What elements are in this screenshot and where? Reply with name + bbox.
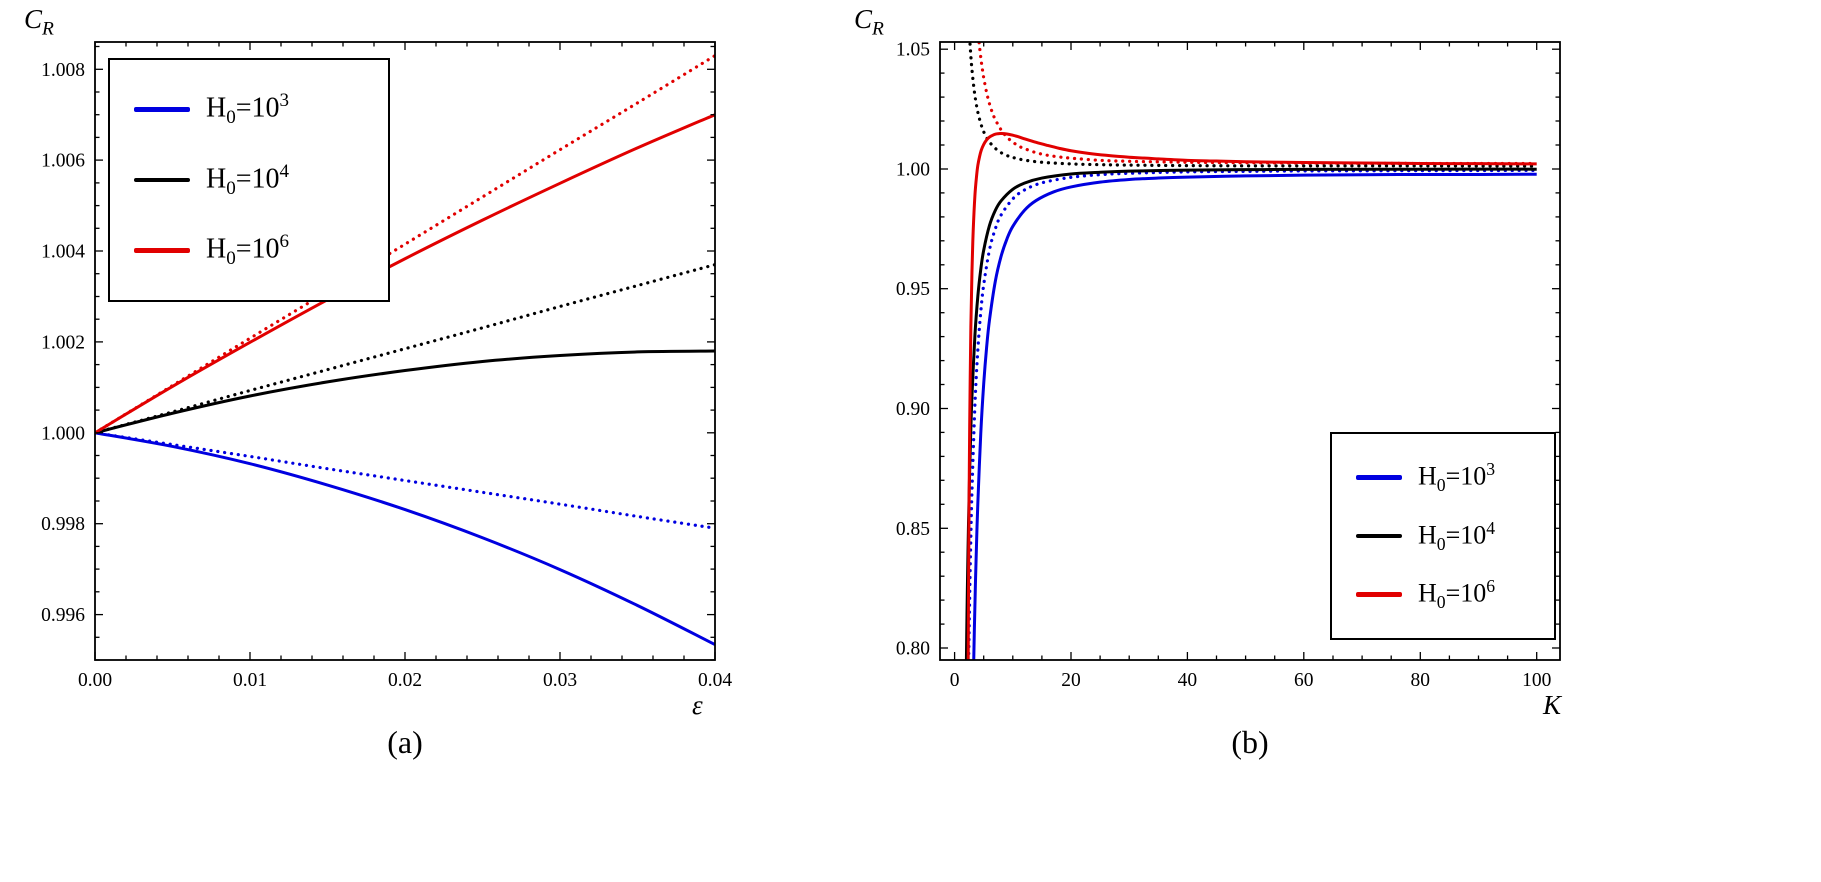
legend-line-swatch-black	[1356, 533, 1402, 539]
legend-item: H0=103	[134, 90, 364, 129]
series-H0=10^6-solid-b	[966, 131, 1537, 660]
y-label-sub: R	[42, 18, 54, 40]
legend-label-sup: 4	[1486, 517, 1496, 538]
tick-label: 0.95	[896, 279, 930, 300]
legend-item: H0=104	[134, 161, 364, 200]
plot-a-caption: (a)	[387, 724, 423, 760]
figure-a: 0.00 0.01 0.02 0.03 0.04 0.996 0.998 1.000 1.002…	[0, 0, 800, 882]
legend-label: H0=103	[1418, 459, 1495, 496]
legend-line-swatch-red	[134, 248, 190, 253]
series-group	[95, 54, 715, 646]
plot-b-legend: H0=103 H0=104 H0=106	[1330, 432, 1556, 640]
tick-label: 1.05	[896, 40, 930, 61]
legend-label-sup: 6	[1486, 576, 1496, 597]
legend-label-pre: H	[1418, 578, 1437, 608]
tick-label: 0.90	[896, 399, 930, 420]
legend-label-sup: 3	[279, 89, 290, 111]
legend-label-sub: 0	[226, 177, 236, 199]
plot-a-y-axis-label: CR	[24, 4, 54, 40]
tick-label: 60	[1294, 670, 1314, 691]
y-label-sub: R	[872, 18, 884, 40]
legend-label-mid: =10	[235, 233, 280, 265]
legend-item: H0=103	[1356, 459, 1530, 496]
tick-label: 0.998	[41, 514, 85, 535]
legend-label: H0=103	[206, 90, 289, 129]
legend-label-sub: 0	[1436, 474, 1446, 495]
tick-label: 0.80	[896, 639, 930, 660]
legend-line-swatch-blue	[134, 107, 190, 112]
legend-label-sup: 3	[1486, 458, 1496, 479]
series-H0=10^6-dotted-b	[977, 42, 1539, 166]
plot-b-x-axis-label: K	[1543, 690, 1562, 720]
series-group	[964, 42, 1539, 660]
tick-label: 0.996	[41, 605, 85, 626]
legend-label-sub: 0	[226, 248, 236, 270]
tick-label: 80	[1411, 670, 1431, 691]
legend-label-mid: =10	[235, 162, 280, 194]
series-H0=10^3-solid-a	[95, 431, 715, 646]
legend-item: H0=106	[134, 231, 364, 270]
legend-label: H0=106	[1418, 576, 1495, 613]
tick-label: 1.004	[41, 242, 85, 263]
legend-label-pre: H	[206, 233, 227, 265]
legend-item: H0=106	[1356, 576, 1530, 613]
legend-label-sub: 0	[1436, 533, 1446, 554]
legend-line-swatch-blue	[1356, 475, 1402, 480]
series-H0=10^3-dotted-a	[95, 431, 715, 530]
tick-marks	[940, 42, 1560, 660]
tick-label: 0.02	[388, 670, 422, 691]
series-H0=10^3-dotted-b	[967, 168, 1539, 660]
y-label-main: C	[854, 4, 873, 34]
plot-b-y-axis-label: CR	[854, 4, 884, 40]
series-H0=10^4-dotted-b	[968, 42, 1539, 168]
y-label-main: C	[24, 4, 43, 34]
legend-label-sup: 6	[279, 231, 290, 253]
legend-label-mid: =10	[235, 92, 280, 124]
series-H0=10^3-solid-b	[972, 172, 1537, 660]
legend-line-swatch-red	[1356, 592, 1402, 597]
legend-label: H0=104	[206, 161, 289, 200]
tick-label: 20	[1061, 670, 1081, 691]
legend-line-swatch-black	[134, 177, 190, 183]
tick-label: 0.00	[78, 670, 112, 691]
tick-label: 0.85	[896, 519, 930, 540]
series-H0=10^6-solid-a	[95, 113, 715, 435]
series-H0=10^4-dotted-a	[95, 263, 715, 435]
plot-frame	[939, 41, 1561, 661]
tick-label: 1.008	[41, 60, 85, 81]
tick-label: 0.01	[233, 670, 267, 691]
legend-label-mid: =10	[1445, 578, 1487, 608]
figure-b: 0 20 40 60 80 100 0.80 0.85 0.90 0.95 1.00 1.05 CR …	[840, 0, 1640, 882]
tick-label: 0.04	[698, 670, 732, 691]
legend-label-pre: H	[206, 92, 227, 124]
series-H0=10^4-solid-a	[95, 349, 715, 435]
plot-b-caption: (b)	[1231, 724, 1269, 760]
tick-label: 1.006	[41, 151, 85, 172]
tick-label: 1.00	[896, 160, 930, 181]
legend-label-pre: H	[1418, 461, 1437, 491]
legend-label: H0=104	[1418, 518, 1495, 555]
legend-label-sub: 0	[226, 106, 236, 128]
plot-a-x-axis-label: ε	[692, 690, 703, 720]
legend-label: H0=106	[206, 231, 289, 270]
tick-label: 40	[1178, 670, 1198, 691]
tick-label: 100	[1522, 670, 1551, 691]
legend-label-sup: 4	[279, 160, 290, 182]
legend-label-mid: =10	[1445, 461, 1487, 491]
plot-a-canvas: 0.00 0.01 0.02 0.03 0.04 0.996 0.998 1.000 1.002…	[41, 41, 732, 691]
plot-a-legend: H0=103 H0=104 H0=106	[108, 58, 390, 302]
legend-label-pre: H	[1418, 520, 1437, 550]
tick-label: 1.002	[41, 332, 85, 353]
tick-label: 1.000	[41, 423, 85, 444]
legend-label-sub: 0	[1436, 592, 1446, 613]
legend-item: H0=104	[1356, 518, 1530, 555]
tick-label: 0	[950, 670, 960, 691]
tick-marks	[94, 42, 716, 661]
legend-label-pre: H	[206, 162, 227, 194]
tick-label: 0.03	[543, 670, 577, 691]
legend-label-mid: =10	[1445, 520, 1487, 550]
